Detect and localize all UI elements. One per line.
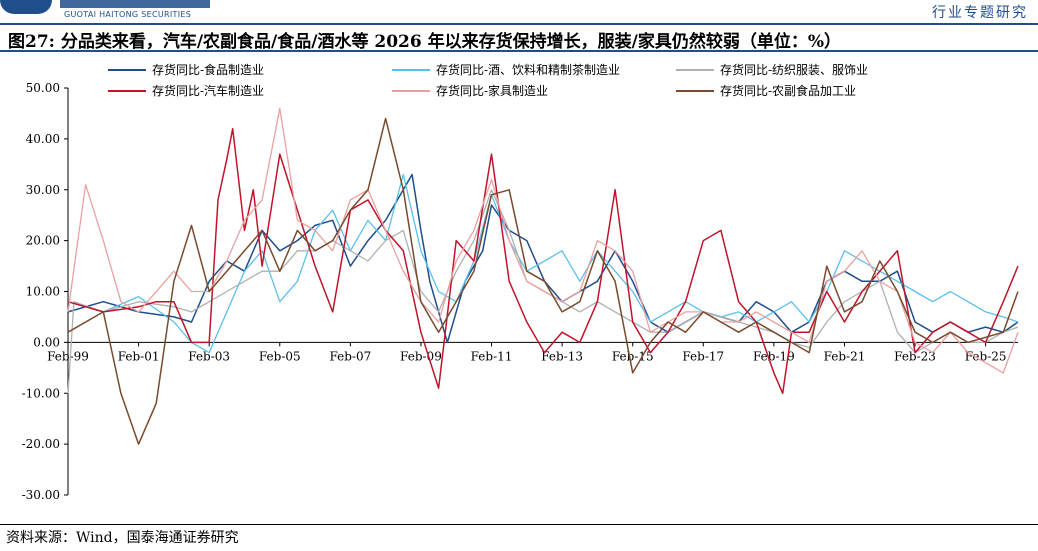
y-tick-label: 30.00 [26,183,60,197]
x-tick-label: Feb-01 [118,349,160,363]
legend-label: 存货同比-纺织服装、服饰业 [720,62,868,77]
logo-wordmark [60,0,210,8]
logo-subtitle: GUOTAI HAITONG SECURITIES [64,10,192,19]
source-divider [0,524,1038,525]
legend-label: 存货同比-酒、饮料和精制茶制造业 [436,62,620,77]
legend-label: 存货同比-家具制造业 [436,83,548,98]
legend-label: 存货同比-食品制造业 [152,62,264,77]
y-tick-label: 50.00 [26,81,60,95]
y-tick-label: -30.00 [22,488,60,502]
chart-axes: 50.00 40.00 30.00 20.00 10.00 0.00 -10.00 -20.0… [22,81,1018,502]
y-tick-label: -10.00 [22,386,60,400]
x-tick-label: Feb-99 [47,349,89,363]
company-logo: GUOTAI HAITONG SECURITIES [0,0,240,22]
source-note: 资料来源：Wind，国泰海通证券研究 [6,530,239,546]
chart-legend: 存货同比-食品制造业 存货同比-酒、饮料和精制茶制造业 存货同比-纺织服装、服饰业存… [108,62,868,98]
x-tick-label: Feb-07 [329,349,371,363]
legend-label: 存货同比-汽车制造业 [152,83,264,98]
line-chart: 存货同比-食品制造业 存货同比-酒、饮料和精制茶制造业 存货同比-纺织服装、服饰业存… [22,62,1019,502]
x-tick-label: Feb-17 [682,349,724,363]
x-tick-label: Feb-21 [824,349,866,363]
title-divider [0,50,1038,52]
x-tick-label: Feb-03 [188,349,230,363]
y-tick-label: 10.00 [26,285,60,299]
series-line [67,127,1019,395]
x-tick-label: Feb-19 [753,349,795,363]
series-line [67,173,1019,344]
x-tick-label: Feb-23 [894,349,936,363]
report-type-tag: 行业专题研究 [932,5,1028,21]
x-tick-label: Feb-15 [612,349,654,363]
y-tick-label: 20.00 [26,234,60,248]
header-divider [0,23,1038,25]
legend-label: 存货同比-农副食品加工业 [720,83,856,98]
chart-series [67,107,1019,445]
report-header: GUOTAI HAITONG SECURITIES 行业专题研究 [0,0,1038,24]
series-line [67,117,1019,445]
x-tick-label: Feb-11 [471,349,513,363]
y-tick-label: 0.00 [33,335,60,349]
y-tick-label: 40.00 [26,132,60,146]
y-tick-label: -20.00 [22,437,60,451]
x-tick-label: Feb-13 [541,349,583,363]
x-tick-label: Feb-25 [965,349,1007,363]
x-tick-label: Feb-05 [259,349,301,363]
x-tick-label: Feb-09 [400,349,442,363]
figure-title: 图27: 分品类来看，汽车/农副食品/食品/酒水等 2026 年以来存货保持增长… [8,32,841,52]
logo-mark [0,0,52,14]
